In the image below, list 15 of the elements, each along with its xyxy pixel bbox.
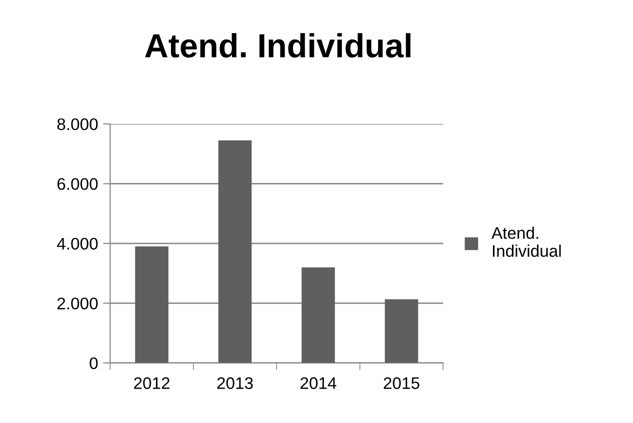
bar: [384, 299, 418, 363]
chart-title: Atend. Individual: [145, 33, 410, 58]
bar: [302, 267, 335, 363]
x-tick-label: 2012: [134, 377, 170, 390]
y-tick-label: 8.000: [57, 118, 98, 130]
x-tick-label: 2013: [217, 377, 253, 390]
x-tick-label: 2015: [384, 377, 420, 390]
y-tick-label: 4.000: [57, 238, 98, 250]
bar: [218, 140, 252, 363]
x-tick-label: 2014: [300, 377, 336, 390]
y-tick-label: 2.000: [57, 298, 98, 310]
legend-label: Atend. Individual: [491, 226, 561, 257]
y-tick-label: 6.000: [57, 178, 98, 190]
y-tick-label: 0: [90, 357, 98, 370]
bar: [135, 246, 168, 363]
